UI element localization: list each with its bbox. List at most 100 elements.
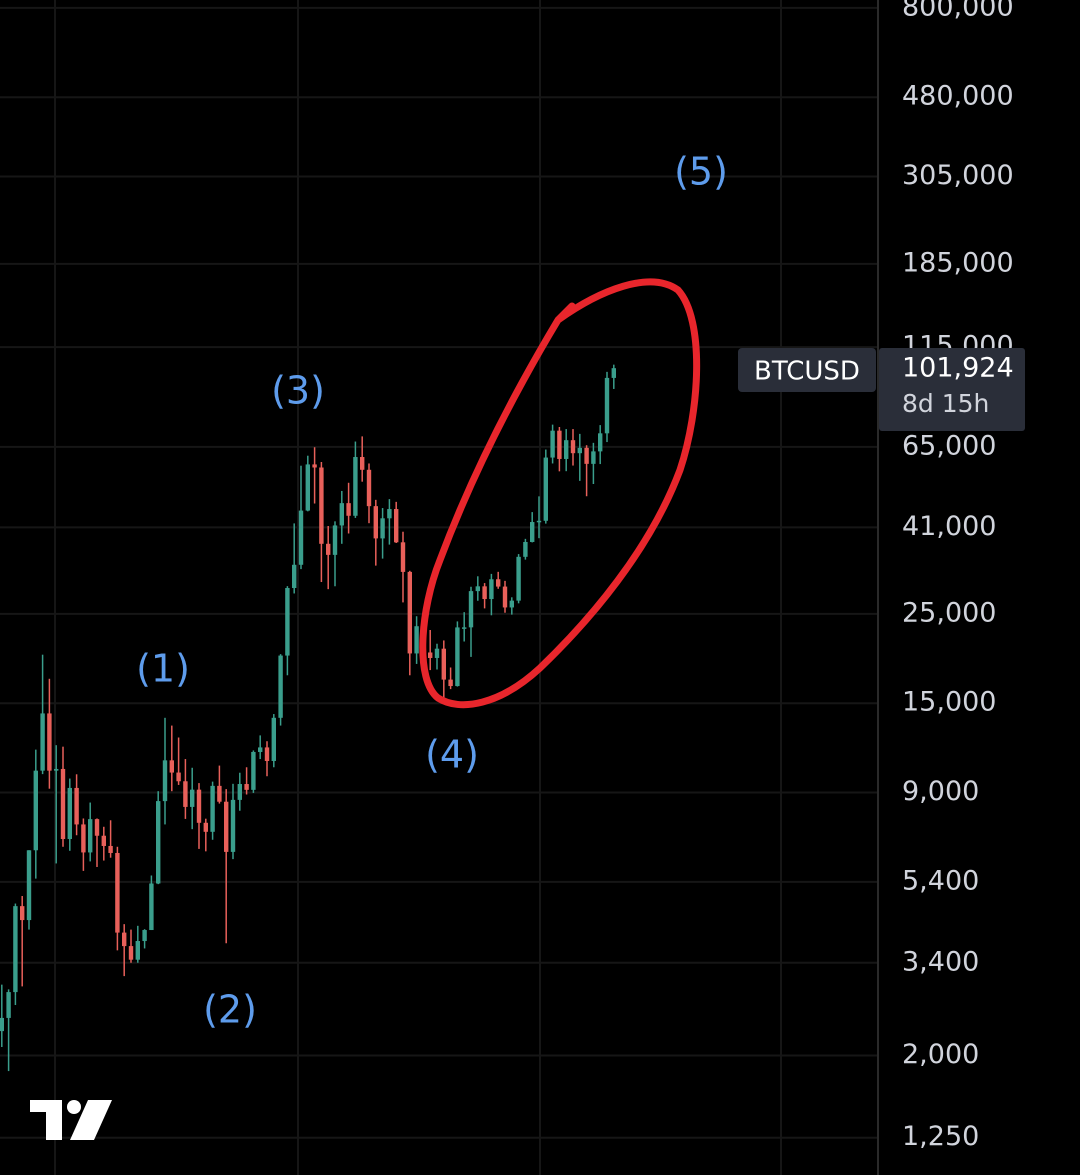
candle-body bbox=[224, 801, 229, 852]
candle-body bbox=[298, 510, 304, 565]
candle-body bbox=[20, 906, 25, 921]
candle-body bbox=[190, 789, 195, 807]
candle-body bbox=[230, 799, 236, 852]
candle-body bbox=[373, 506, 378, 539]
candle-body bbox=[67, 787, 72, 840]
candle-body bbox=[271, 717, 276, 761]
y-tick-label: 41,000 bbox=[902, 511, 996, 542]
candle-body bbox=[380, 518, 385, 539]
candle-body bbox=[135, 941, 140, 960]
y-tick-label: 1,250 bbox=[902, 1121, 979, 1152]
candle-body bbox=[462, 627, 467, 629]
candle-body bbox=[326, 543, 331, 555]
candle-body bbox=[448, 679, 453, 687]
candle-body bbox=[292, 564, 297, 589]
candle-body bbox=[176, 772, 181, 782]
candle-body bbox=[489, 579, 494, 600]
y-tick-label: 15,000 bbox=[902, 687, 996, 718]
symbol-badge bbox=[738, 348, 876, 392]
candle-body bbox=[584, 447, 589, 464]
candle-body bbox=[278, 655, 283, 718]
candle-body bbox=[217, 785, 222, 802]
candle-body bbox=[305, 464, 310, 511]
candle-body bbox=[40, 713, 45, 771]
y-tick-label: 305,000 bbox=[902, 160, 1014, 191]
candle-body bbox=[128, 946, 134, 960]
candle-body bbox=[482, 586, 487, 600]
candle-body bbox=[516, 556, 521, 601]
candle-body bbox=[339, 503, 344, 526]
candle-body bbox=[570, 440, 576, 454]
countdown-label: 8d 15h bbox=[902, 389, 989, 418]
candle-body bbox=[509, 600, 514, 608]
wave-label: (5) bbox=[674, 150, 728, 194]
candle-body bbox=[60, 768, 66, 840]
candle-body bbox=[264, 747, 270, 761]
candle-body bbox=[81, 824, 86, 853]
candle-body bbox=[387, 509, 392, 519]
candle-body bbox=[611, 368, 616, 378]
candle-body bbox=[475, 586, 480, 592]
y-tick-label: 2,000 bbox=[902, 1039, 979, 1070]
candle-body bbox=[598, 433, 603, 452]
candle-body bbox=[149, 883, 154, 931]
candle-body bbox=[550, 430, 555, 458]
candle-body bbox=[366, 469, 372, 507]
candle-body bbox=[196, 789, 202, 823]
wave-label: (1) bbox=[136, 647, 190, 691]
wave-label: (4) bbox=[425, 733, 479, 777]
candle-body bbox=[183, 781, 188, 807]
candle-body bbox=[244, 784, 249, 790]
candle-body bbox=[88, 819, 93, 853]
candle-body bbox=[142, 930, 147, 942]
candle-body bbox=[468, 591, 474, 628]
candle-body bbox=[312, 464, 317, 468]
candle-body bbox=[251, 751, 256, 790]
candle-body bbox=[203, 822, 208, 832]
y-tick-label: 9,000 bbox=[902, 776, 979, 807]
candle-body bbox=[407, 571, 412, 654]
y-tick-label: 25,000 bbox=[902, 597, 996, 628]
y-tick-label: 65,000 bbox=[902, 430, 996, 461]
wave-label: (3) bbox=[271, 369, 325, 413]
candle-body bbox=[47, 713, 52, 771]
candle-body bbox=[400, 542, 406, 572]
candle-body bbox=[13, 906, 18, 993]
candle-body bbox=[543, 457, 548, 521]
y-tick-label: 800,000 bbox=[902, 0, 1014, 22]
candle-body bbox=[210, 785, 215, 832]
price-badge bbox=[879, 348, 1025, 431]
candle-body bbox=[122, 932, 127, 947]
candles bbox=[0, 364, 616, 1072]
candle-body bbox=[94, 819, 100, 836]
candle-body bbox=[557, 430, 562, 459]
candle-body bbox=[564, 440, 569, 459]
candle-body bbox=[455, 627, 460, 687]
candle-body bbox=[237, 784, 242, 800]
wave-label: (2) bbox=[203, 988, 257, 1032]
candle-body bbox=[353, 457, 358, 516]
candle-body bbox=[285, 588, 290, 656]
candle-body bbox=[496, 579, 501, 587]
candle-body bbox=[319, 467, 324, 544]
highlight-ellipse bbox=[419, 278, 701, 709]
candle-body bbox=[54, 768, 59, 771]
candle-body bbox=[108, 845, 113, 853]
candle-body bbox=[360, 457, 365, 470]
symbol-label: BTCUSD bbox=[754, 357, 860, 387]
y-tick-label: 480,000 bbox=[902, 81, 1014, 112]
candle-body bbox=[162, 760, 168, 802]
candle-body bbox=[428, 652, 433, 658]
candle-body bbox=[441, 648, 446, 680]
last-price-label: 101,924 bbox=[902, 353, 1014, 384]
candle-body bbox=[156, 801, 161, 884]
vertical-grid bbox=[54, 0, 782, 1175]
candle-body bbox=[502, 586, 508, 608]
candle-body bbox=[26, 850, 32, 921]
candle-body bbox=[346, 503, 351, 516]
candle-body bbox=[6, 992, 11, 1018]
candle-body bbox=[394, 509, 399, 543]
candle-body bbox=[0, 1017, 5, 1032]
candle-body bbox=[577, 447, 582, 454]
